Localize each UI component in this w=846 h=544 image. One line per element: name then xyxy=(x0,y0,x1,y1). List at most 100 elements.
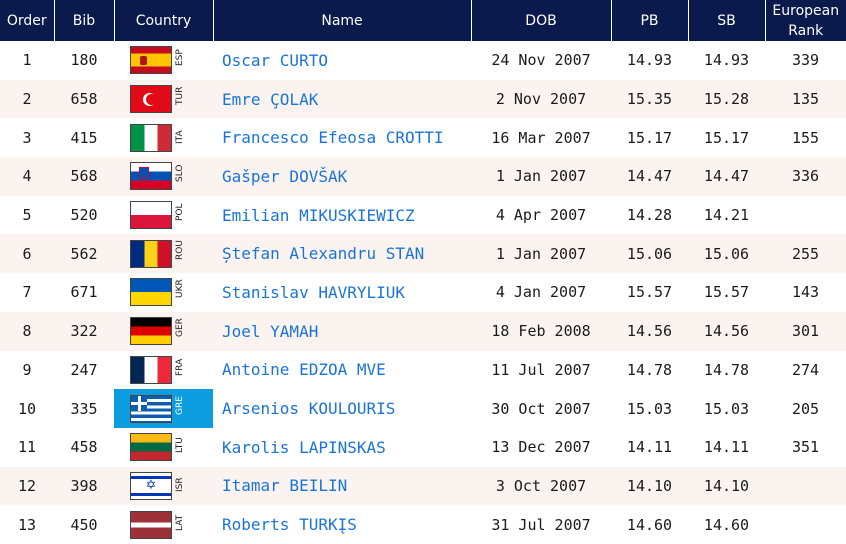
flag-tur-icon xyxy=(130,85,172,114)
header-name[interactable]: Name xyxy=(213,0,472,41)
european-rank-cell: 135 xyxy=(765,79,846,119)
bib-cell: 562 xyxy=(54,234,114,274)
order-cell: 7 xyxy=(22,283,32,302)
bib-cell: 335 xyxy=(54,389,114,428)
dob-cell: 16 Mar 2007 xyxy=(491,128,591,147)
country-cell: ✡ ISR xyxy=(114,466,213,506)
table-row[interactable]: 11 458 LTU Karolis LAPINSKAS 13 Dec 2007 14.1… xyxy=(0,428,846,467)
header-dob[interactable]: DOB xyxy=(471,0,612,41)
pb-cell: 14.93 xyxy=(626,51,673,70)
pb-cell: 14.78 xyxy=(626,360,673,379)
bib-cell: 458 xyxy=(70,438,98,457)
flag-pol-icon xyxy=(130,201,172,230)
sb-cell: 15.06 xyxy=(688,234,765,274)
sb-cell: 14.10 xyxy=(688,466,765,506)
table-row[interactable]: 4 568 SLO Gašper DOVŠAK 1 Jan 2007 14.47 14.47… xyxy=(0,157,846,196)
country-code: ESP xyxy=(175,49,185,67)
country-code: GRE xyxy=(175,395,185,415)
order-cell: 3 xyxy=(22,128,32,147)
table-row[interactable]: 5 520 POL Emilian MIKUSKIEWICZ 4 Apr 2007 14.… xyxy=(0,196,846,235)
header-sb[interactable]: SB xyxy=(688,0,766,41)
athlete-name-link[interactable]: Karolis LAPINSKAS xyxy=(222,437,386,457)
order-cell: 8 xyxy=(0,311,54,351)
bib-cell: 568 xyxy=(54,157,114,196)
bib-cell: 450 xyxy=(70,515,98,534)
pb-cell: 15.17 xyxy=(626,128,673,147)
flag-fra-icon xyxy=(130,355,172,384)
country-cell: UKR xyxy=(114,273,213,312)
header-rank-line1: European xyxy=(772,2,840,19)
table-row[interactable]: 7 671 UKR Stanislav HAVRYLIUK 4 Jan 2007 15.5… xyxy=(0,273,846,312)
table-row[interactable]: 9 247 FRA Antoine EDZOA MVE 11 Jul 2007 14.78… xyxy=(0,351,846,390)
country-cell: LAT xyxy=(114,505,213,544)
european-rank-cell: 351 xyxy=(791,438,820,457)
order-cell: 6 xyxy=(0,234,54,274)
dob-cell: 31 Jul 2007 xyxy=(491,515,591,534)
order-cell: 13 xyxy=(17,515,37,534)
dob-cell: 13 Dec 2007 xyxy=(491,438,591,457)
country-cell: TUR xyxy=(114,79,213,119)
pb-cell: 15.06 xyxy=(611,234,688,274)
table-row[interactable]: 13 450 LAT Roberts TURKĮS 31 Jul 2007 14.60 14… xyxy=(0,505,846,544)
athlete-name-link[interactable]: Antoine EDZOA MVE xyxy=(222,360,386,380)
sb-cell: 14.11 xyxy=(703,438,750,457)
european-rank-cell: 255 xyxy=(765,234,846,274)
bib-cell: 180 xyxy=(70,51,98,70)
dob-cell: 4 Jan 2007 xyxy=(495,283,587,302)
european-rank-cell: 301 xyxy=(765,311,846,351)
table-row[interactable]: 3 415 ITA Francesco Efeosa CROTTI 16 Mar 200… xyxy=(0,118,846,157)
flag-esp-icon xyxy=(130,46,172,75)
country-cell: GRE xyxy=(114,389,213,428)
table-row[interactable]: 6 562 ROU Ștefan Alexandru STAN 1 Jan 2007 15… xyxy=(0,234,846,274)
country-cell: FRA xyxy=(114,351,213,390)
country-code: LAT xyxy=(175,514,185,531)
bib-cell: 247 xyxy=(70,360,98,379)
country-code: TUR xyxy=(175,86,185,106)
flag-ukr-icon xyxy=(130,278,172,307)
athlete-name-link[interactable]: Gašper DOVŠAK xyxy=(213,157,471,196)
flag-rou-icon xyxy=(130,239,172,268)
european-rank-cell: 339 xyxy=(791,51,820,70)
athlete-name-link[interactable]: Ștefan Alexandru STAN xyxy=(213,234,471,274)
header-country[interactable]: Country xyxy=(114,0,214,41)
bib-cell: 520 xyxy=(70,206,98,225)
table-row[interactable]: 8 322 GER Joel YAMAH 18 Feb 2008 14.56 14.56 30… xyxy=(0,311,846,351)
athlete-name-link[interactable]: Francesco Efeosa CROTTI xyxy=(222,128,444,148)
country-code: GER xyxy=(175,318,185,338)
header-european-rank[interactable]: European Rank xyxy=(765,0,846,41)
table-row[interactable]: 1 180 ESP Oscar CURTO 24 Nov 2007 14.93 14.93 3… xyxy=(0,41,846,80)
dob-cell: 3 Oct 2007 xyxy=(471,466,611,506)
european-rank-cell: 143 xyxy=(791,283,820,302)
country-cell: LTU xyxy=(114,428,213,467)
european-rank-cell: 205 xyxy=(765,389,846,428)
order-cell: 4 xyxy=(0,157,54,196)
table-row[interactable]: 2 658 TUR Emre ÇOLAK 2 Nov 2007 15.35 15.28 135 xyxy=(0,79,846,119)
country-code: POL xyxy=(175,203,185,222)
european-rank-cell xyxy=(765,196,846,235)
header-pb[interactable]: PB xyxy=(611,0,689,41)
header-bib[interactable]: Bib xyxy=(54,0,115,41)
european-rank-cell: 155 xyxy=(791,128,820,147)
table-row[interactable]: 10 335 GRE Arsenios KOULOURIS 30 Oct 2007 15.… xyxy=(0,389,846,428)
athlete-name-link[interactable]: Emre ÇOLAK xyxy=(213,79,471,119)
athlete-name-link[interactable]: Oscar CURTO xyxy=(222,50,328,70)
athlete-name-link[interactable]: Joel YAMAH xyxy=(213,311,471,351)
flag-ltu-icon xyxy=(130,433,172,462)
pb-cell: 14.10 xyxy=(611,466,688,506)
european-rank-cell xyxy=(765,505,846,544)
bib-cell: 398 xyxy=(54,466,114,506)
athlete-name-link[interactable]: Arsenios KOULOURIS xyxy=(213,389,471,428)
athlete-name-link[interactable]: Stanislav HAVRYLIUK xyxy=(222,282,406,302)
athlete-name-link[interactable]: Roberts TURKĮS xyxy=(222,515,357,535)
table-row[interactable]: 12 398 ✡ ISR Itamar BEILIN 3 Oct 2007 14.10 14.… xyxy=(0,466,846,506)
order-cell: 10 xyxy=(0,389,54,428)
pb-cell: 14.28 xyxy=(626,206,673,225)
pb-cell: 15.03 xyxy=(611,389,688,428)
athlete-name-link[interactable]: Itamar BEILIN xyxy=(213,466,471,506)
athlete-name-link[interactable]: Emilian MIKUSKIEWICZ xyxy=(222,205,415,225)
sb-cell: 14.93 xyxy=(703,51,750,70)
dob-cell: 24 Nov 2007 xyxy=(491,51,591,70)
order-cell: 1 xyxy=(22,51,32,70)
country-code: FRA xyxy=(175,358,185,376)
header-order[interactable]: Order xyxy=(0,0,55,41)
